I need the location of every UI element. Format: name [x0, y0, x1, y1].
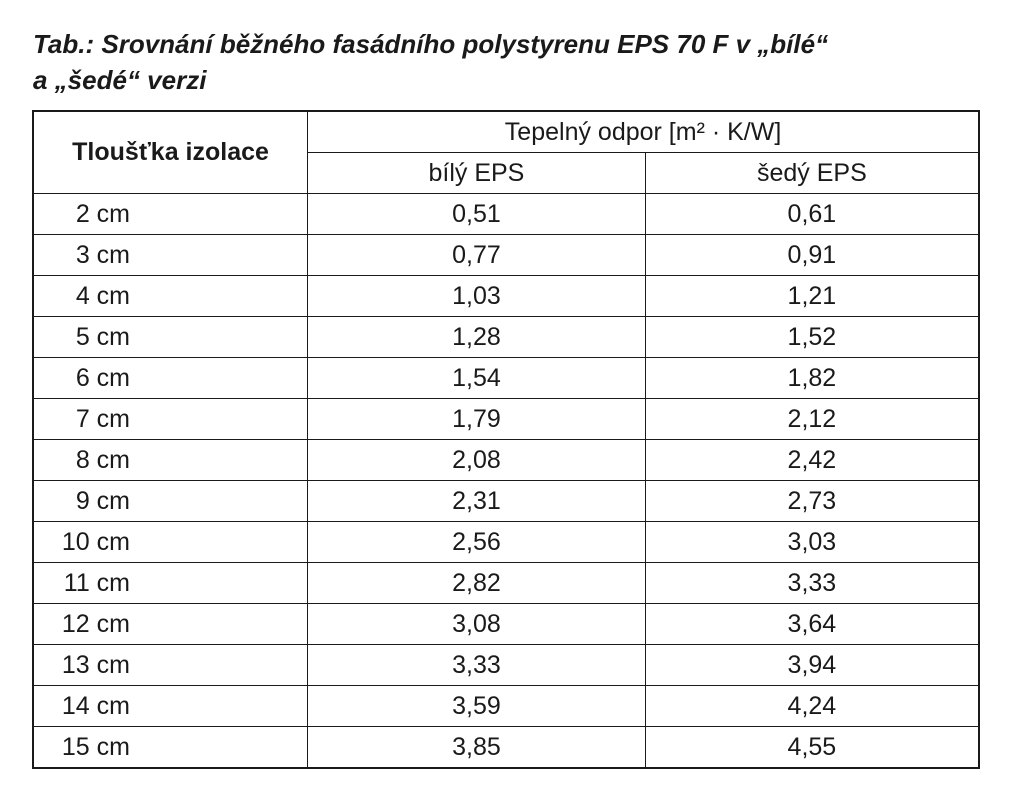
table-cell: 0,61 — [644, 193, 980, 235]
table-cell: 8 cm — [32, 439, 309, 481]
header-cell: šedý EPS — [644, 152, 980, 194]
table-row: 13 cm 3,33 3,94 — [32, 644, 980, 686]
table-cell: 3,85 — [307, 726, 646, 769]
table-cell: 12 cm — [32, 603, 309, 645]
table-row: 7 cm 1,79 2,12 — [32, 398, 980, 440]
cell-text: 3 cm — [75, 240, 130, 269]
table-cell: 6 cm — [32, 357, 309, 399]
table-row: 10 cm 2,56 3,03 — [32, 521, 980, 563]
cell-text: 13 cm — [61, 650, 130, 679]
cell-text: 9 cm — [75, 486, 130, 515]
table-cell: 7 cm — [32, 398, 309, 440]
table-cell: 11 cm — [32, 562, 309, 604]
table-cell: 2,31 — [307, 480, 646, 522]
table-cell: 2,08 — [307, 439, 646, 481]
table-cell: 2,73 — [644, 480, 980, 522]
cell-text: 12 cm — [61, 609, 130, 638]
title-line: a „šedé“ verzi — [33, 65, 207, 95]
table-cell: 3,08 — [307, 603, 646, 645]
table-cell: 3,33 — [644, 562, 980, 604]
table-cell: 1,03 — [307, 275, 646, 317]
cell-text: 15 cm — [61, 732, 130, 761]
table-cell: 2,82 — [307, 562, 646, 604]
cell-text: 7 cm — [75, 404, 130, 433]
table-cell: 3,94 — [644, 644, 980, 686]
table-cell: 2,42 — [644, 439, 980, 481]
cell-text: 4 cm — [75, 281, 130, 310]
table-cell: 3,59 — [307, 685, 646, 727]
table-row: 15 cm 3,85 4,55 — [32, 726, 980, 769]
table-cell: 2,12 — [644, 398, 980, 440]
cell-text: 10 cm — [61, 527, 130, 556]
header-cell: Tepelný odpor [m² · K/W] — [307, 110, 980, 153]
title-line: Tab.: Srovnání běžného fasádního polysty… — [33, 29, 829, 59]
cell-text: 11 cm — [63, 568, 130, 597]
table: Tloušťka izolace Tepelný odpor [m² · K/W… — [32, 110, 980, 769]
table-cell: 0,51 — [307, 193, 646, 235]
table-cell: 4,24 — [644, 685, 980, 727]
table-cell: 1,21 — [644, 275, 980, 317]
table-row: 4 cm 1,03 1,21 — [32, 275, 980, 317]
table-row: 9 cm 2,31 2,73 — [32, 480, 980, 522]
table-cell: 3 cm — [32, 234, 309, 276]
table-cell: 1,82 — [644, 357, 980, 399]
header-cell: Tloušťka izolace — [32, 110, 309, 194]
table-cell: 4 cm — [32, 275, 309, 317]
cell-text: 8 cm — [75, 445, 130, 474]
table-body: 2 cm 0,51 0,61 3 cm 0,77 0,91 4 cm 1,03 1,21 5 cm… — [32, 193, 980, 769]
table-row: 8 cm 2,08 2,42 — [32, 439, 980, 481]
table-cell: 1,52 — [644, 316, 980, 358]
cell-text: 5 cm — [75, 322, 130, 351]
table-cell: 5 cm — [32, 316, 309, 358]
table-cell: 10 cm — [32, 521, 309, 563]
title: Tab.: Srovnání běžného fasádního polysty… — [33, 26, 828, 98]
cell-text: 6 cm — [75, 363, 130, 392]
table-cell: 3,03 — [644, 521, 980, 563]
table-cell: 2,56 — [307, 521, 646, 563]
table-cell: 2 cm — [32, 193, 309, 235]
table-row: 2 cm 0,51 0,61 — [32, 193, 980, 235]
table-row: 14 cm 3,59 4,24 — [32, 685, 980, 727]
table-cell: 1,54 — [307, 357, 646, 399]
table-cell: 1,28 — [307, 316, 646, 358]
table-cell: 14 cm — [32, 685, 309, 727]
table-cell: 3,64 — [644, 603, 980, 645]
cell-text: 2 cm — [75, 199, 130, 228]
table-cell: 9 cm — [32, 480, 309, 522]
cell-text: 14 cm — [61, 691, 130, 720]
table-cell: 1,79 — [307, 398, 646, 440]
table-cell: 4,55 — [644, 726, 980, 769]
table-row: 11 cm 2,82 3,33 — [32, 562, 980, 604]
table-row: 5 cm 1,28 1,52 — [32, 316, 980, 358]
table-cell: 0,77 — [307, 234, 646, 276]
header-cell: bílý EPS — [307, 152, 646, 194]
table-cell: 3,33 — [307, 644, 646, 686]
table-row: 12 cm 3,08 3,64 — [32, 603, 980, 645]
table-row: 3 cm 0,77 0,91 — [32, 234, 980, 276]
table-cell: 0,91 — [644, 234, 980, 276]
table-cell: 13 cm — [32, 644, 309, 686]
table-row: 6 cm 1,54 1,82 — [32, 357, 980, 399]
table-cell: 15 cm — [32, 726, 309, 769]
